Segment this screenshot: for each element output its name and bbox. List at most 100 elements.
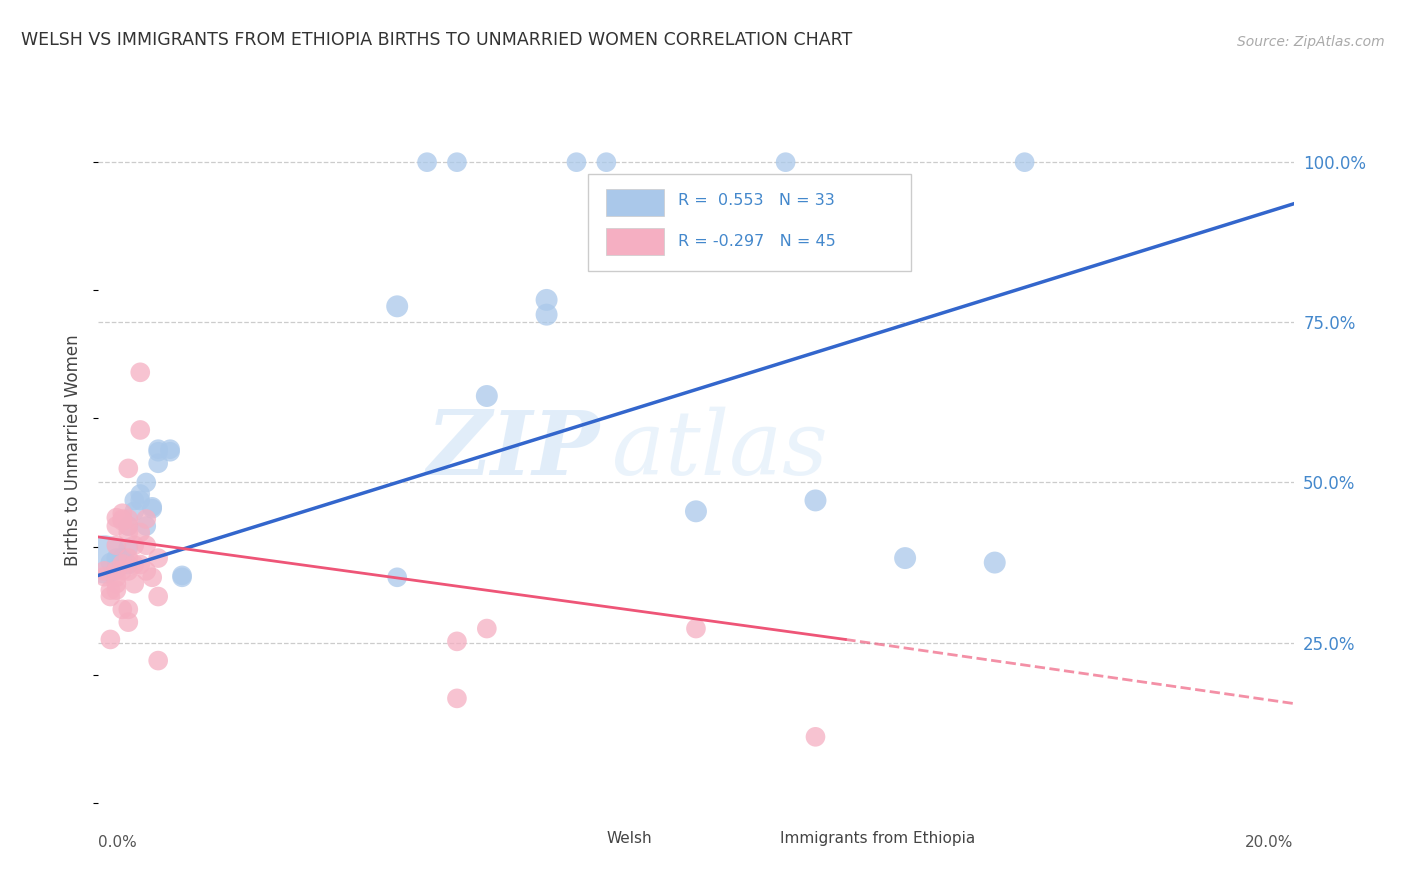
Point [159, 444, 181, 458]
FancyBboxPatch shape [553, 828, 598, 847]
Point [124, 576, 146, 591]
Point [135, 475, 157, 490]
Point [117, 615, 139, 629]
Point [105, 576, 128, 591]
Point [536, 293, 558, 307]
Point [385, 570, 409, 584]
FancyBboxPatch shape [725, 828, 772, 847]
Point [984, 556, 1007, 570]
Point [565, 155, 588, 169]
Point [117, 551, 139, 566]
Point [135, 564, 157, 578]
Point [172, 568, 194, 582]
Point [894, 551, 917, 566]
Point [105, 563, 128, 577]
Point [117, 519, 139, 533]
Point [105, 519, 128, 533]
FancyBboxPatch shape [606, 189, 664, 216]
Text: 0.0%: 0.0% [98, 835, 138, 849]
Point [105, 551, 128, 566]
Point [117, 558, 139, 572]
Point [93, 569, 115, 583]
Point [148, 444, 170, 458]
Text: R =  0.553   N = 33: R = 0.553 N = 33 [678, 194, 835, 208]
Point [111, 557, 134, 571]
Point [124, 493, 146, 508]
Point [475, 389, 498, 403]
Point [446, 634, 468, 648]
Point [111, 551, 134, 566]
Point [775, 155, 797, 169]
Point [98, 583, 122, 598]
Point [105, 583, 128, 598]
Point [141, 500, 163, 514]
Text: ZIP: ZIP [427, 408, 600, 493]
Point [159, 442, 181, 457]
Point [172, 570, 194, 584]
Point [111, 602, 134, 616]
Point [148, 590, 170, 604]
Point [98, 632, 122, 647]
Point [141, 570, 163, 584]
Point [105, 510, 128, 524]
Point [148, 442, 170, 457]
Point [117, 461, 139, 475]
Point [117, 541, 139, 555]
Point [129, 487, 152, 501]
Point [129, 493, 152, 508]
Point [117, 564, 139, 578]
Point [111, 558, 134, 572]
Point [98, 590, 122, 604]
Text: R = -0.297   N = 45: R = -0.297 N = 45 [678, 234, 835, 249]
Point [135, 538, 157, 552]
Point [446, 691, 468, 706]
Point [129, 558, 152, 572]
Point [804, 730, 827, 744]
Point [135, 512, 157, 526]
Point [416, 155, 439, 169]
Point [536, 308, 558, 322]
Text: Immigrants from Ethiopia: Immigrants from Ethiopia [779, 831, 974, 847]
Point [141, 501, 163, 516]
Point [124, 504, 146, 518]
Text: atlas: atlas [613, 407, 828, 494]
Text: 20.0%: 20.0% [1246, 835, 1294, 849]
Point [685, 504, 707, 518]
Point [111, 512, 134, 526]
Point [105, 562, 128, 576]
Point [124, 558, 146, 572]
Point [804, 493, 827, 508]
Point [129, 423, 152, 437]
Point [117, 602, 139, 616]
Point [98, 556, 122, 570]
Text: Welsh: Welsh [606, 831, 652, 847]
Point [595, 155, 617, 169]
Point [685, 622, 707, 636]
Point [135, 519, 157, 533]
Point [105, 538, 128, 552]
Point [148, 654, 170, 668]
Point [446, 155, 468, 169]
Text: Source: ZipAtlas.com: Source: ZipAtlas.com [1237, 35, 1385, 49]
Point [117, 519, 139, 533]
Point [111, 563, 134, 577]
Point [148, 551, 170, 566]
Point [111, 506, 134, 520]
FancyBboxPatch shape [589, 174, 911, 271]
Point [129, 365, 152, 379]
Point [93, 552, 115, 566]
Point [105, 570, 128, 584]
Point [111, 514, 134, 528]
Point [124, 538, 146, 552]
Point [385, 299, 409, 313]
Point [117, 525, 139, 540]
Point [129, 525, 152, 540]
Y-axis label: Births to Unmarried Women: Births to Unmarried Women [65, 334, 83, 566]
Point [117, 512, 139, 526]
Text: WELSH VS IMMIGRANTS FROM ETHIOPIA BIRTHS TO UNMARRIED WOMEN CORRELATION CHART: WELSH VS IMMIGRANTS FROM ETHIOPIA BIRTHS… [21, 31, 852, 49]
FancyBboxPatch shape [606, 228, 664, 255]
Point [1014, 155, 1036, 169]
Point [93, 564, 115, 578]
Point [475, 622, 498, 636]
Point [148, 456, 170, 470]
